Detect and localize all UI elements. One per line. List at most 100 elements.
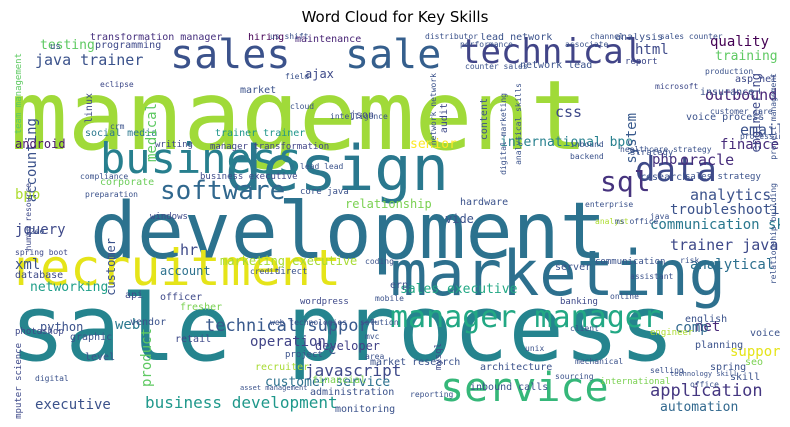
word-content: content [479, 98, 490, 141]
word-channel: channel [590, 33, 624, 41]
word-project-management: project management [769, 73, 778, 160]
word-writing: writing [155, 140, 193, 150]
word-officer: officer [160, 292, 203, 303]
word-fresher: fresher [180, 302, 223, 313]
word-sourcing: sourcing [555, 372, 594, 381]
word-sale: sale [345, 33, 442, 78]
word-compliance: compliance [80, 172, 129, 181]
word-lead-network: lead network [480, 33, 553, 43]
word-healthcare-strategy: healthcare strategy [620, 145, 712, 154]
word-networking: networking [30, 280, 109, 295]
word-network-network: network network [429, 73, 438, 146]
word-analyst: analyst [595, 217, 629, 226]
word-outbound: outbound [705, 86, 778, 104]
word-research: research [640, 172, 689, 183]
word-social-media: social media [85, 128, 158, 139]
word-backend: backend [570, 152, 604, 161]
word-mechanical: mechanical [575, 357, 624, 366]
word-account: account [160, 264, 211, 278]
word-sql: sql [600, 165, 651, 198]
word-operation: operation [250, 334, 326, 350]
word-sales-strategy: sales strategy [685, 172, 761, 182]
word-area: area [365, 352, 385, 361]
word-architecture: architecture [480, 362, 553, 373]
word-oracle: oracle [680, 151, 735, 169]
word-jquery: jquery [15, 222, 66, 238]
word-crm: crm [110, 122, 125, 131]
word-troubleshooting: troubleshooting [670, 202, 780, 218]
word-c: c [328, 342, 337, 358]
word-quality: quality [710, 34, 770, 50]
word-coding: coding [365, 257, 394, 266]
word-skill: skill [730, 372, 761, 383]
word-monitoring: monitoring [335, 404, 396, 415]
word-sales-counter: sales counter [660, 33, 723, 41]
word-ajax: ajax [305, 67, 334, 81]
word-python: python [40, 320, 84, 334]
word-intelligence: intelligence [330, 112, 388, 121]
word-market-research: market research [370, 357, 461, 368]
word-distributor: distributor [425, 33, 478, 41]
word-assistant: assistant [630, 272, 674, 281]
word-graphic: graphic [70, 332, 113, 343]
word-service: service [440, 365, 609, 411]
word-relationship-building: relationship building [769, 183, 778, 285]
word-digital-marketing: digital marketing [499, 93, 508, 175]
word-english: english [685, 314, 728, 325]
word-unix: unix [525, 344, 545, 353]
word-comp: comp [675, 320, 709, 336]
word-strategy: strategy [630, 148, 674, 158]
word-testing: testing [40, 38, 95, 53]
word-inbound-calls: inbound calls [470, 382, 549, 393]
word-counter-sales: counter sales [465, 62, 528, 71]
word-sales: sales [170, 33, 291, 78]
word-preparation: preparation [85, 190, 138, 199]
word-business-development: business development [145, 393, 338, 412]
word-project: project [285, 350, 323, 360]
word-international: international [600, 377, 671, 387]
word-inbound: inbound [570, 140, 604, 149]
word-windows: windows [150, 212, 188, 222]
word-technology-skill: technology skill [670, 370, 738, 378]
word-us-shift: us shift [270, 33, 309, 41]
word-erp: erp [390, 280, 409, 291]
word-json: json [350, 110, 375, 121]
word-css: css [555, 103, 583, 121]
word-wordpress: wordpress [300, 297, 349, 307]
word-data: data [635, 150, 717, 190]
word-java: java [650, 212, 670, 221]
word-communication-skill: communication skill [650, 217, 780, 233]
word-human-resource: human resource [24, 183, 33, 251]
word-photoshop: photoshop [15, 327, 64, 337]
word-online: online [610, 292, 639, 301]
word-mvc: mvc [365, 332, 380, 341]
word-server: server [555, 262, 592, 273]
word-sale-process: sale process [10, 275, 675, 382]
word-application: application [650, 381, 763, 401]
word-technical-support: technical support [205, 316, 379, 336]
word-development: development [90, 187, 607, 277]
word-recruitment: recruitment [10, 239, 342, 297]
word-management: management [10, 60, 588, 172]
word-mobile: mobile [375, 294, 404, 303]
word-trainer-java: trainer java [670, 236, 779, 254]
word-html: html [635, 42, 669, 58]
word-hr: hr [180, 241, 199, 259]
word-sales-executive: sales executive [400, 282, 518, 297]
word-j2ee: j2ee [25, 227, 45, 236]
word-medical: medical [144, 103, 160, 163]
word-analytics: analytics [690, 186, 772, 204]
word-manager-transformation: manager transformation [210, 142, 330, 152]
word-digital: digital [35, 374, 69, 383]
word-asp-net: asp net [735, 74, 778, 85]
word-risk: risk [680, 256, 700, 265]
word-production: production [705, 67, 754, 76]
word-field: field [285, 72, 310, 81]
word-vendor: vendor [130, 317, 167, 328]
word-voice: voice [750, 328, 780, 339]
word-office: office [690, 380, 719, 389]
word-support: support [730, 344, 780, 360]
word-voice-process: voice process [686, 112, 765, 123]
word-email: email [740, 121, 780, 139]
chart-title: Word Cloud for Key Skills [301, 8, 489, 26]
